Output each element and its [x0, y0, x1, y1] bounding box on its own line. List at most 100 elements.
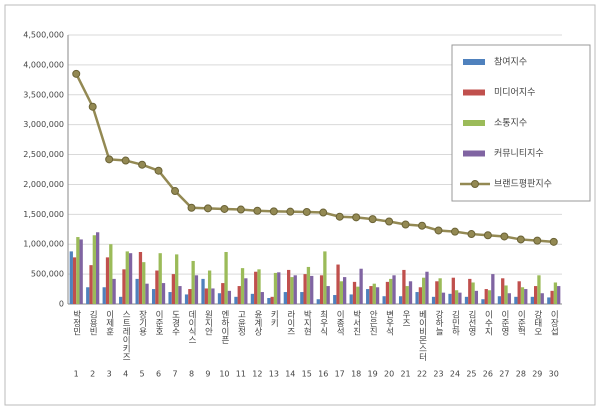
rank-label: 25	[466, 370, 476, 379]
line-marker	[203, 204, 212, 213]
rank-label: 7	[172, 370, 177, 379]
line-marker	[500, 232, 509, 241]
bar	[303, 274, 307, 304]
line-marker	[385, 217, 394, 226]
bar	[369, 286, 373, 304]
bar	[221, 283, 225, 304]
rank-label: 1	[74, 370, 79, 379]
y-tick-label: 1,500,000	[23, 210, 64, 219]
rank-label: 9	[205, 370, 210, 379]
bar	[458, 292, 462, 304]
bar	[217, 293, 222, 304]
bar	[550, 290, 554, 304]
y-tick-label: 2,500,000	[23, 150, 64, 159]
line-marker	[154, 166, 163, 175]
bar	[102, 287, 106, 304]
x-tick-label: 키키	[269, 310, 279, 328]
bar	[250, 293, 255, 304]
line-marker	[549, 237, 558, 246]
y-tick-label: 4,500,000	[23, 31, 64, 40]
legend-swatch	[463, 120, 485, 126]
line-marker	[187, 203, 196, 212]
line-marker	[302, 207, 311, 216]
bar	[349, 294, 353, 304]
bar	[191, 260, 195, 304]
y-tick-label: 500,000	[31, 270, 64, 279]
rank-label: 27	[499, 370, 509, 379]
x-tick-label: 스트레이키즈	[121, 310, 131, 361]
bar	[398, 296, 403, 304]
x-tick-label: 박서진	[351, 309, 361, 335]
bar	[389, 278, 393, 304]
bar	[244, 278, 248, 304]
x-tick-label: 원지안	[203, 310, 213, 336]
x-tick-label: 이장섭	[549, 309, 559, 335]
y-tick-label: 2,000,000	[23, 180, 64, 189]
bar	[300, 292, 304, 304]
line-marker	[418, 221, 427, 230]
legend-swatch	[463, 89, 485, 96]
bar	[178, 286, 182, 304]
legend-swatch	[463, 150, 485, 157]
bar	[194, 275, 199, 304]
bar	[254, 271, 258, 304]
legend-swatch	[471, 180, 479, 188]
bar	[471, 282, 475, 304]
bar	[69, 251, 73, 304]
bar	[112, 278, 116, 304]
bar	[517, 281, 521, 304]
bar	[224, 251, 228, 304]
bar	[92, 235, 96, 304]
legend-swatch	[463, 59, 485, 65]
y-tick-label: 3,500,000	[23, 90, 64, 99]
rank-label: 19	[368, 370, 378, 379]
x-tick-label: 박지현	[302, 309, 312, 335]
x-tick-label: 이제훈	[104, 309, 114, 335]
rank-label: 5	[140, 370, 145, 379]
bar	[122, 269, 126, 304]
bar	[342, 277, 347, 304]
rank-label: 26	[483, 370, 493, 379]
bar	[257, 269, 261, 304]
bar	[524, 289, 528, 304]
rank-label: 28	[516, 370, 526, 379]
x-tick-label: 이준혁	[516, 309, 526, 336]
bar	[145, 283, 149, 304]
bar	[155, 270, 159, 304]
x-tick-label: 김선영	[466, 309, 476, 335]
line-marker	[88, 102, 97, 111]
line-marker	[105, 155, 114, 164]
bar	[260, 292, 264, 304]
bar	[454, 290, 459, 304]
rank-label: 22	[417, 370, 427, 379]
rank-label: 8	[189, 370, 194, 379]
x-tick-label: 강태오	[532, 309, 542, 335]
bar	[273, 272, 278, 304]
rank-label: 30	[549, 370, 559, 379]
line-marker	[483, 231, 492, 240]
x-tick-label: 최우식	[318, 309, 328, 336]
line-marker	[335, 212, 344, 221]
bar	[537, 275, 541, 304]
x-tick-label: 라이즈	[285, 310, 295, 336]
bar	[234, 296, 238, 304]
rank-label: 10	[219, 370, 229, 379]
bar	[448, 293, 452, 304]
line-marker	[171, 187, 180, 196]
bar	[382, 296, 386, 304]
bar	[372, 283, 376, 304]
y-tick-label: 3,000,000	[23, 120, 64, 129]
rank-label: 2	[90, 370, 95, 379]
x-tick-label: 이종석	[335, 309, 345, 336]
x-tick-label: 김용빈	[88, 309, 98, 335]
bar	[316, 299, 320, 304]
bar	[451, 277, 455, 304]
bar	[211, 288, 215, 304]
bar	[204, 288, 208, 304]
x-tick-label: 안은진	[368, 309, 378, 335]
x-tick-label: 윤계상	[252, 310, 262, 336]
bar	[352, 281, 357, 304]
bar	[277, 272, 281, 304]
line-marker	[253, 206, 262, 215]
bar	[464, 296, 469, 304]
